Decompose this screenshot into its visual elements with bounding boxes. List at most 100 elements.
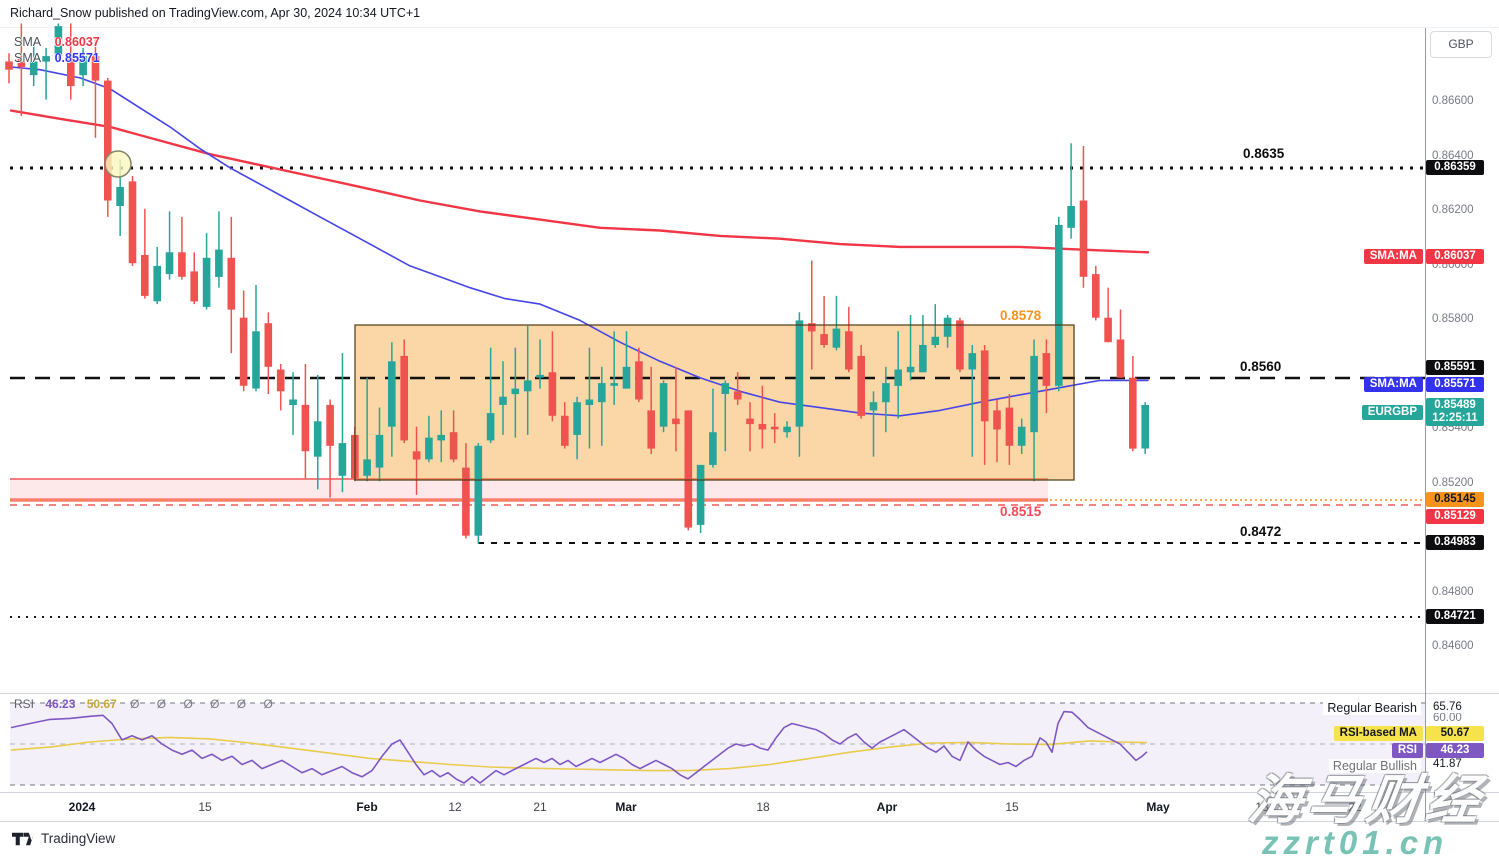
- rsi-ma-legend-value: 50.67: [86, 697, 117, 711]
- candle-body: [511, 388, 520, 395]
- candle-body: [968, 353, 977, 370]
- candle-body: [820, 334, 828, 345]
- candle-body: [42, 56, 50, 62]
- sma-fast-line: [10, 66, 1149, 417]
- sma-fast-legend-row[interactable]: SMA 0.85571: [14, 50, 100, 66]
- header-separator: [0, 27, 1499, 28]
- price-tick-0.86200: 0.86200: [1432, 204, 1474, 216]
- price-axis-border[interactable]: [1425, 28, 1426, 821]
- candle-body: [79, 56, 87, 76]
- rsi-tag-value: 46.23: [1426, 743, 1484, 758]
- axis-tag-0.86037: 0.86037: [1426, 249, 1484, 264]
- candle-body: [190, 271, 198, 302]
- tradingview-logo-text: TradingView: [41, 831, 116, 846]
- attribution-text: Richard_Snow published on TradingView.co…: [10, 6, 421, 20]
- level-label-0.8515[interactable]: 0.8515: [1000, 504, 1042, 519]
- price-tick-0.86600: 0.86600: [1432, 95, 1474, 107]
- candle-body: [449, 432, 458, 460]
- axis-tag-value: 0.85591: [1434, 361, 1476, 373]
- candle-body: [709, 432, 717, 465]
- axis-tag-value: 0.85571: [1434, 378, 1476, 390]
- candle-body: [412, 451, 421, 460]
- candle-body: [437, 434, 445, 441]
- rsi-ma-line: [10, 736, 1148, 772]
- candle-body: [993, 410, 1001, 430]
- candle-body: [746, 418, 754, 425]
- candle-body: [919, 345, 927, 373]
- candle-body: [141, 255, 149, 296]
- candle-body: [54, 26, 63, 57]
- sma-slow-value: 0.86037: [54, 35, 100, 49]
- candle-body: [943, 317, 952, 337]
- axis-tag-0.84721: 0.84721: [1426, 609, 1484, 624]
- price-tick-0.85800: 0.85800: [1432, 313, 1474, 325]
- candle-body: [795, 320, 804, 427]
- candle-body: [956, 320, 964, 370]
- candle-body: [672, 418, 680, 425]
- level-label-0.8560[interactable]: 0.8560: [1240, 359, 1282, 374]
- rsi-60-level: 60.00: [1431, 712, 1464, 724]
- candle-body: [264, 323, 273, 367]
- candle-body: [610, 383, 618, 386]
- axis-tag-value: 0.84721: [1434, 610, 1476, 622]
- candle-body: [523, 380, 532, 392]
- rsi-legend-value: 46.23: [45, 697, 76, 711]
- candle-body: [832, 328, 841, 348]
- breakdown-circle-annotation: [104, 150, 132, 178]
- candle-body: [375, 434, 384, 468]
- sma-slow-label: SMA: [14, 35, 42, 49]
- candle-body: [647, 410, 655, 449]
- rsi-line: [10, 710, 1148, 784]
- candle-body: [462, 467, 470, 536]
- candle-body: [573, 402, 581, 435]
- candle-body: [536, 374, 544, 378]
- time-label-apr: Apr: [876, 800, 898, 814]
- pane-separator-price-rsi[interactable]: [0, 693, 1499, 694]
- candle-body: [869, 402, 878, 411]
- candle-body: [338, 443, 347, 476]
- candle-body: [770, 426, 779, 430]
- time-label-18: 18: [756, 800, 770, 814]
- axis-tag-name-smama: SMA:MA: [1363, 249, 1423, 264]
- candle-body: [1017, 426, 1026, 446]
- candle-body: [388, 361, 396, 427]
- sma-slow-legend-row[interactable]: SMA 0.86037: [14, 34, 100, 50]
- level-label-0.8472[interactable]: 0.8472: [1240, 524, 1282, 539]
- time-label-feb: Feb: [356, 800, 378, 814]
- rsi-legend[interactable]: RSI 46.23 50.67 Ø Ø Ø Ø Ø Ø: [14, 697, 280, 711]
- candle-body: [400, 355, 408, 441]
- candle-body: [29, 61, 38, 76]
- tradingview-logo[interactable]: TradingView: [12, 831, 115, 846]
- candle-body: [1116, 339, 1125, 378]
- candle-body: [845, 331, 853, 370]
- axis-tag-value: 0.86037: [1434, 250, 1476, 262]
- axis-tag-name-smama: SMA:MA: [1363, 377, 1423, 392]
- axis-tag-0.85129: 0.85129: [1426, 509, 1484, 524]
- candle-body: [1042, 353, 1051, 386]
- candle-body: [116, 186, 124, 206]
- currency-button[interactable]: GBP: [1430, 31, 1492, 58]
- time-label-mar: Mar: [615, 800, 637, 814]
- candle-body: [857, 355, 865, 416]
- candle-body: [733, 391, 742, 400]
- candle-body: [239, 317, 248, 386]
- rsi-legend-label: RSI: [14, 697, 35, 711]
- price-tick-0.84800: 0.84800: [1432, 586, 1474, 598]
- level-label-0.8635[interactable]: 0.8635: [1243, 146, 1285, 161]
- sma-fast-value: 0.85571: [54, 51, 100, 65]
- candle-body: [178, 252, 186, 277]
- time-label-21: 21: [533, 800, 547, 814]
- candle-body: [1129, 377, 1137, 449]
- candle-body: [882, 383, 890, 403]
- candle-body: [758, 424, 767, 430]
- level-label-0.8578[interactable]: 0.8578: [1000, 308, 1042, 323]
- candle-body: [128, 181, 137, 264]
- candle-body: [67, 56, 75, 87]
- price-tick-0.86400: 0.86400: [1432, 150, 1474, 162]
- time-label-13: 13: [1255, 800, 1269, 814]
- indicator-legend: SMA 0.86037 SMA 0.85571: [14, 34, 100, 66]
- regular-bearish-label[interactable]: Regular Bearish: [1323, 701, 1421, 715]
- regular-bullish-label[interactable]: Regular Bullish: [1328, 759, 1421, 773]
